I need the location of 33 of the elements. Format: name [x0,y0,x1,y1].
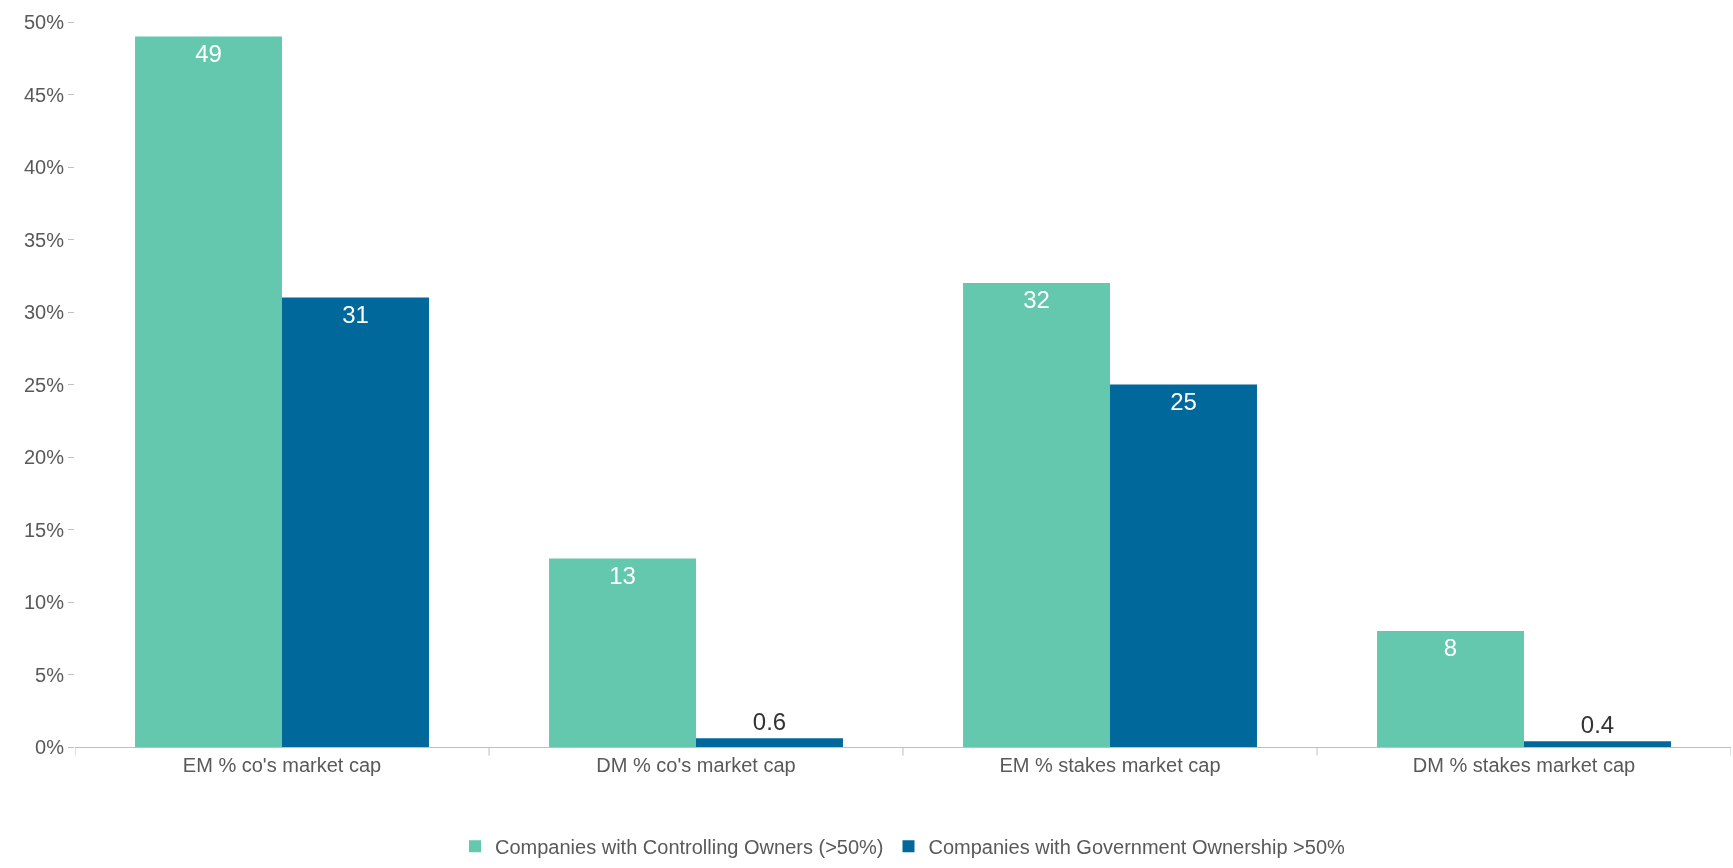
bar [135,36,282,747]
x-tick-label: DM % co's market cap [596,754,796,776]
data-label: 25 [1170,387,1197,415]
y-tick-label: 50% [23,11,65,33]
data-label: 0.4 [1580,711,1615,739]
y-tick-label: 5% [35,663,65,686]
bar [1524,741,1671,747]
legend-label: Companies with Controlling Owners (>50%) [495,836,884,859]
data-label: 31 [342,300,369,328]
data-label: 0.6 [752,708,787,736]
y-tick-label: 15% [23,518,65,541]
y-tick-label: 25% [23,373,65,396]
y-tick-label: 30% [23,301,65,323]
y-tick-label: 20% [23,446,65,468]
y-tick-label: 10% [23,591,65,613]
y-tick-label: 0% [35,736,65,758]
y-tick-label: 40% [23,156,65,178]
x-tick-label: EM % co's market cap [182,754,382,776]
legend-label: Companies with Government Ownership >50% [928,836,1346,859]
x-tick-label: EM % stakes market cap [999,754,1221,776]
bar [282,297,429,747]
bar [549,558,696,747]
y-tick-label: 35% [23,228,65,251]
y-tick-label: 45% [23,83,65,106]
bar [1110,384,1257,747]
bar [696,738,843,747]
data-label: 49 [195,39,222,67]
data-label: 32 [1023,286,1050,313]
x-tick-label: DM % stakes market cap [1412,754,1636,776]
data-label: 8 [1443,634,1458,661]
data-label: 13 [609,561,636,589]
bar [963,283,1110,747]
bar [1377,631,1524,747]
